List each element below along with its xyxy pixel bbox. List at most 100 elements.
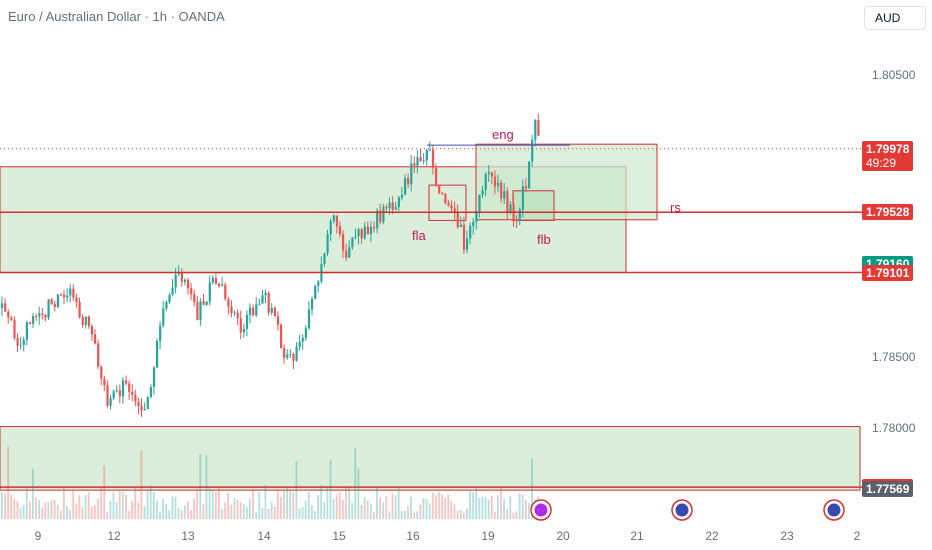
candle [106, 385, 109, 406]
volume-bar [128, 510, 130, 519]
volume-bar [56, 504, 59, 519]
candle [425, 149, 428, 161]
volume-bar [338, 492, 341, 519]
countdown-label: 49:29 [866, 155, 897, 170]
candle [264, 292, 267, 296]
volume-bar [4, 493, 6, 519]
volume-bar [329, 460, 332, 519]
price-label: 1.79528 [862, 204, 914, 221]
candle [97, 343, 100, 367]
candle [422, 160, 425, 162]
candle [493, 176, 497, 187]
candle [118, 390, 121, 397]
candle [28, 322, 32, 324]
volume-bar [447, 494, 450, 519]
candle [190, 288, 193, 295]
x-tick-label: 16 [406, 529, 420, 543]
chart-title: Euro / Australian Dollar · 1h · OANDA [8, 9, 225, 24]
volume-bar [348, 486, 350, 519]
volume-bar [273, 506, 276, 519]
volume-bar [487, 499, 490, 519]
volume-bar [283, 491, 285, 519]
candle [462, 224, 466, 250]
annotation-rs: rs [670, 200, 681, 215]
volume-bar [261, 508, 264, 519]
candle [165, 301, 168, 309]
volume-bar [13, 499, 16, 519]
candle [515, 219, 518, 221]
volume-bar [369, 503, 372, 519]
candle [528, 161, 531, 189]
candle [366, 226, 369, 234]
volume-bar [304, 500, 307, 519]
candle [342, 234, 345, 251]
currency-selector-button[interactable]: AUD [864, 6, 926, 30]
volume-bar [109, 500, 112, 519]
volume-bar [500, 486, 502, 519]
candle [506, 191, 509, 212]
volume-bar [332, 498, 335, 519]
zone-box [475, 143, 658, 221]
volume-bar [431, 492, 434, 519]
candle [7, 311, 10, 318]
candle [413, 163, 416, 166]
price-label-value: 1.79528 [866, 205, 910, 220]
candle [360, 229, 363, 239]
candle [128, 383, 131, 392]
candle [267, 292, 270, 313]
candle [162, 308, 165, 326]
candle [481, 190, 484, 195]
candle [187, 279, 190, 289]
volume-bar [382, 502, 385, 519]
candle [329, 221, 332, 235]
volume-bar [475, 486, 478, 519]
candle [1, 303, 4, 308]
volume-bar [72, 490, 75, 519]
volume-bar [224, 502, 226, 519]
candle [537, 120, 540, 136]
volume-bar [286, 487, 288, 519]
volume-bar [416, 511, 419, 519]
volume-bar [7, 446, 9, 519]
candle [112, 391, 115, 399]
candle [345, 250, 348, 258]
volume-bar [301, 506, 304, 519]
volume-bar [53, 500, 56, 519]
volume-bar [97, 498, 99, 519]
candle [373, 226, 376, 229]
volume-bar [165, 503, 168, 519]
volume-bar [112, 492, 115, 519]
volume-bar [490, 495, 493, 519]
volume-bar [162, 498, 164, 519]
candle [397, 197, 400, 208]
candle [221, 284, 224, 287]
annotation-fla: fla [412, 228, 426, 243]
volume-bar [435, 495, 437, 519]
volume-bar [388, 511, 391, 519]
candle [497, 182, 500, 187]
x-tick-label: 15 [332, 529, 346, 543]
volume-bar [171, 496, 174, 519]
candle [369, 226, 373, 234]
candle [149, 387, 152, 398]
volume-bar [75, 503, 78, 519]
candle [84, 316, 87, 325]
candle [208, 282, 211, 302]
candle [273, 307, 276, 317]
volume-bar [121, 491, 124, 519]
candle [441, 193, 444, 195]
volume-bar [444, 497, 447, 519]
volume-bar [239, 502, 242, 519]
candle [196, 301, 199, 321]
candle [50, 299, 53, 304]
candle [227, 299, 230, 307]
x-tick-label: 2 [853, 529, 861, 543]
volume-bar [38, 500, 40, 519]
candle [307, 309, 311, 329]
volume-bar [320, 485, 323, 519]
volume-bar [354, 447, 357, 519]
candle [4, 303, 7, 312]
candle [35, 316, 38, 318]
x-tick-label: 23 [780, 529, 794, 543]
